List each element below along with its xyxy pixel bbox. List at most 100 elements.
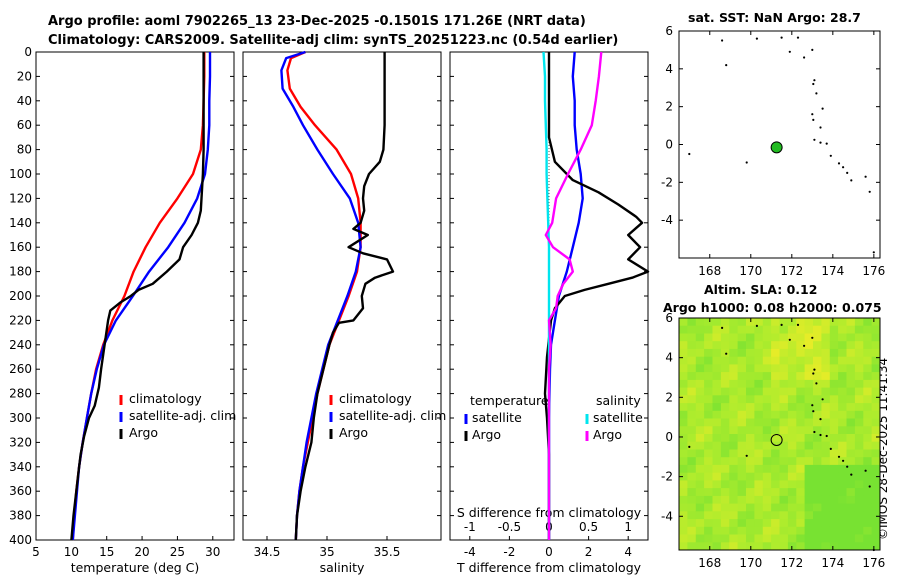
heatmap-cell (771, 511, 780, 520)
heatmap-cell (871, 410, 881, 419)
island-marker (842, 166, 845, 169)
legend-label: satellite-adj. clim (339, 408, 446, 423)
heatmap-cell (746, 403, 755, 412)
heatmap-cell (813, 464, 822, 474)
island-marker (872, 548, 875, 552)
heatmap-cell (804, 542, 814, 551)
heatmap-cell (813, 333, 822, 342)
legend-label: Argo (339, 425, 368, 440)
heatmap-cell (704, 372, 713, 381)
heatmap-cell (695, 526, 705, 535)
temperature-axes-box (35, 51, 235, 541)
island-marker (780, 323, 783, 326)
heatmap-cell (762, 395, 772, 404)
heatmap-cell (762, 379, 772, 389)
heatmap-cell (679, 318, 688, 327)
x-tick-label: 10 (64, 545, 79, 559)
x-tick-label: 176 (862, 556, 885, 570)
heatmap-cell (854, 511, 864, 520)
heatmap-cell (695, 403, 705, 412)
heatmap-cell (679, 348, 688, 358)
heatmap-cell (712, 480, 722, 489)
heatmap-cell (854, 325, 864, 334)
heatmap-cell (813, 379, 822, 389)
heatmap-cell (729, 542, 739, 551)
y-tick-label: 2 (665, 390, 673, 404)
island-marker (864, 469, 867, 472)
island-marker (846, 171, 849, 174)
heatmap-cell (838, 356, 847, 365)
heatmap-cell (695, 318, 705, 327)
heatmap-cell (746, 418, 755, 427)
heatmap-cell (871, 356, 881, 365)
heatmap-cell (729, 395, 739, 404)
legend-header-salinity: salinity (596, 393, 641, 408)
heatmap-cell (813, 472, 822, 481)
heatmap-cell (704, 356, 713, 365)
heatmap-cell (813, 426, 822, 435)
heatmap-cell (762, 333, 772, 342)
heatmap-cell (813, 526, 822, 535)
heatmap-cell (779, 348, 789, 358)
heatmap-cell (771, 434, 780, 443)
heatmap-cell (804, 480, 814, 489)
heatmap-cell (695, 441, 705, 450)
heatmap-cell (754, 426, 764, 435)
heatmap-cell (838, 348, 847, 358)
x-tick-label: 176 (862, 264, 885, 278)
heatmap-cell (787, 441, 797, 450)
heatmap-cell (846, 542, 856, 551)
heatmap-cell (737, 387, 747, 396)
heatmap-cell (829, 472, 839, 481)
heatmap-cell (804, 418, 814, 427)
heatmap-cell (863, 387, 873, 396)
legend-label: satellite (472, 410, 522, 425)
heatmap-cell (871, 495, 881, 505)
heatmap-cell (854, 480, 864, 489)
heatmap-cell (729, 341, 739, 350)
heatmap-cell (704, 325, 713, 334)
heatmap-cell (829, 356, 839, 365)
legend-label: satellite-adj. clim (129, 408, 236, 423)
heatmap-cell (796, 441, 806, 450)
heatmap-cell (679, 526, 688, 535)
heatmap-cell (737, 356, 747, 365)
heatmap-cell (712, 318, 722, 327)
heatmap-cell (829, 395, 839, 404)
heatmap-cell (687, 495, 697, 505)
heatmap-cell (771, 348, 780, 358)
heatmap-cell (829, 418, 839, 427)
x-tick-label: 35.5 (374, 545, 401, 559)
heatmap-cell (787, 526, 797, 535)
heatmap-cell (712, 325, 722, 334)
heatmap-cell (796, 418, 806, 427)
island-marker (815, 382, 818, 385)
heatmap-cell (704, 387, 713, 396)
heatmap-cell (829, 495, 839, 505)
heatmap-cell (754, 356, 764, 365)
heatmap-cell (737, 372, 747, 381)
heatmap-cell (787, 426, 797, 435)
heatmap-cell (838, 464, 847, 474)
heatmap-cell (813, 395, 822, 404)
heatmap-cell (787, 434, 797, 443)
island-marker (788, 338, 791, 341)
heatmap-cell (687, 542, 697, 551)
heatmap-cell (779, 511, 789, 520)
heatmap-cell (779, 356, 789, 365)
heatmap-cell (821, 488, 831, 497)
heatmap-cell (754, 434, 764, 443)
heatmap-cell (737, 325, 747, 334)
heatmap-cell (796, 356, 806, 365)
y-tick-label: 260 (9, 362, 32, 376)
heatmap-cell (787, 325, 797, 334)
x-tick-label: 172 (780, 556, 803, 570)
heatmap-cell (679, 464, 688, 474)
island-marker (812, 372, 815, 375)
heatmap-cell (813, 410, 822, 419)
heatmap-cell (679, 441, 688, 450)
x-tick-label: 20 (134, 545, 149, 559)
heatmap-cell (779, 403, 789, 412)
heatmap-cell (746, 395, 755, 404)
